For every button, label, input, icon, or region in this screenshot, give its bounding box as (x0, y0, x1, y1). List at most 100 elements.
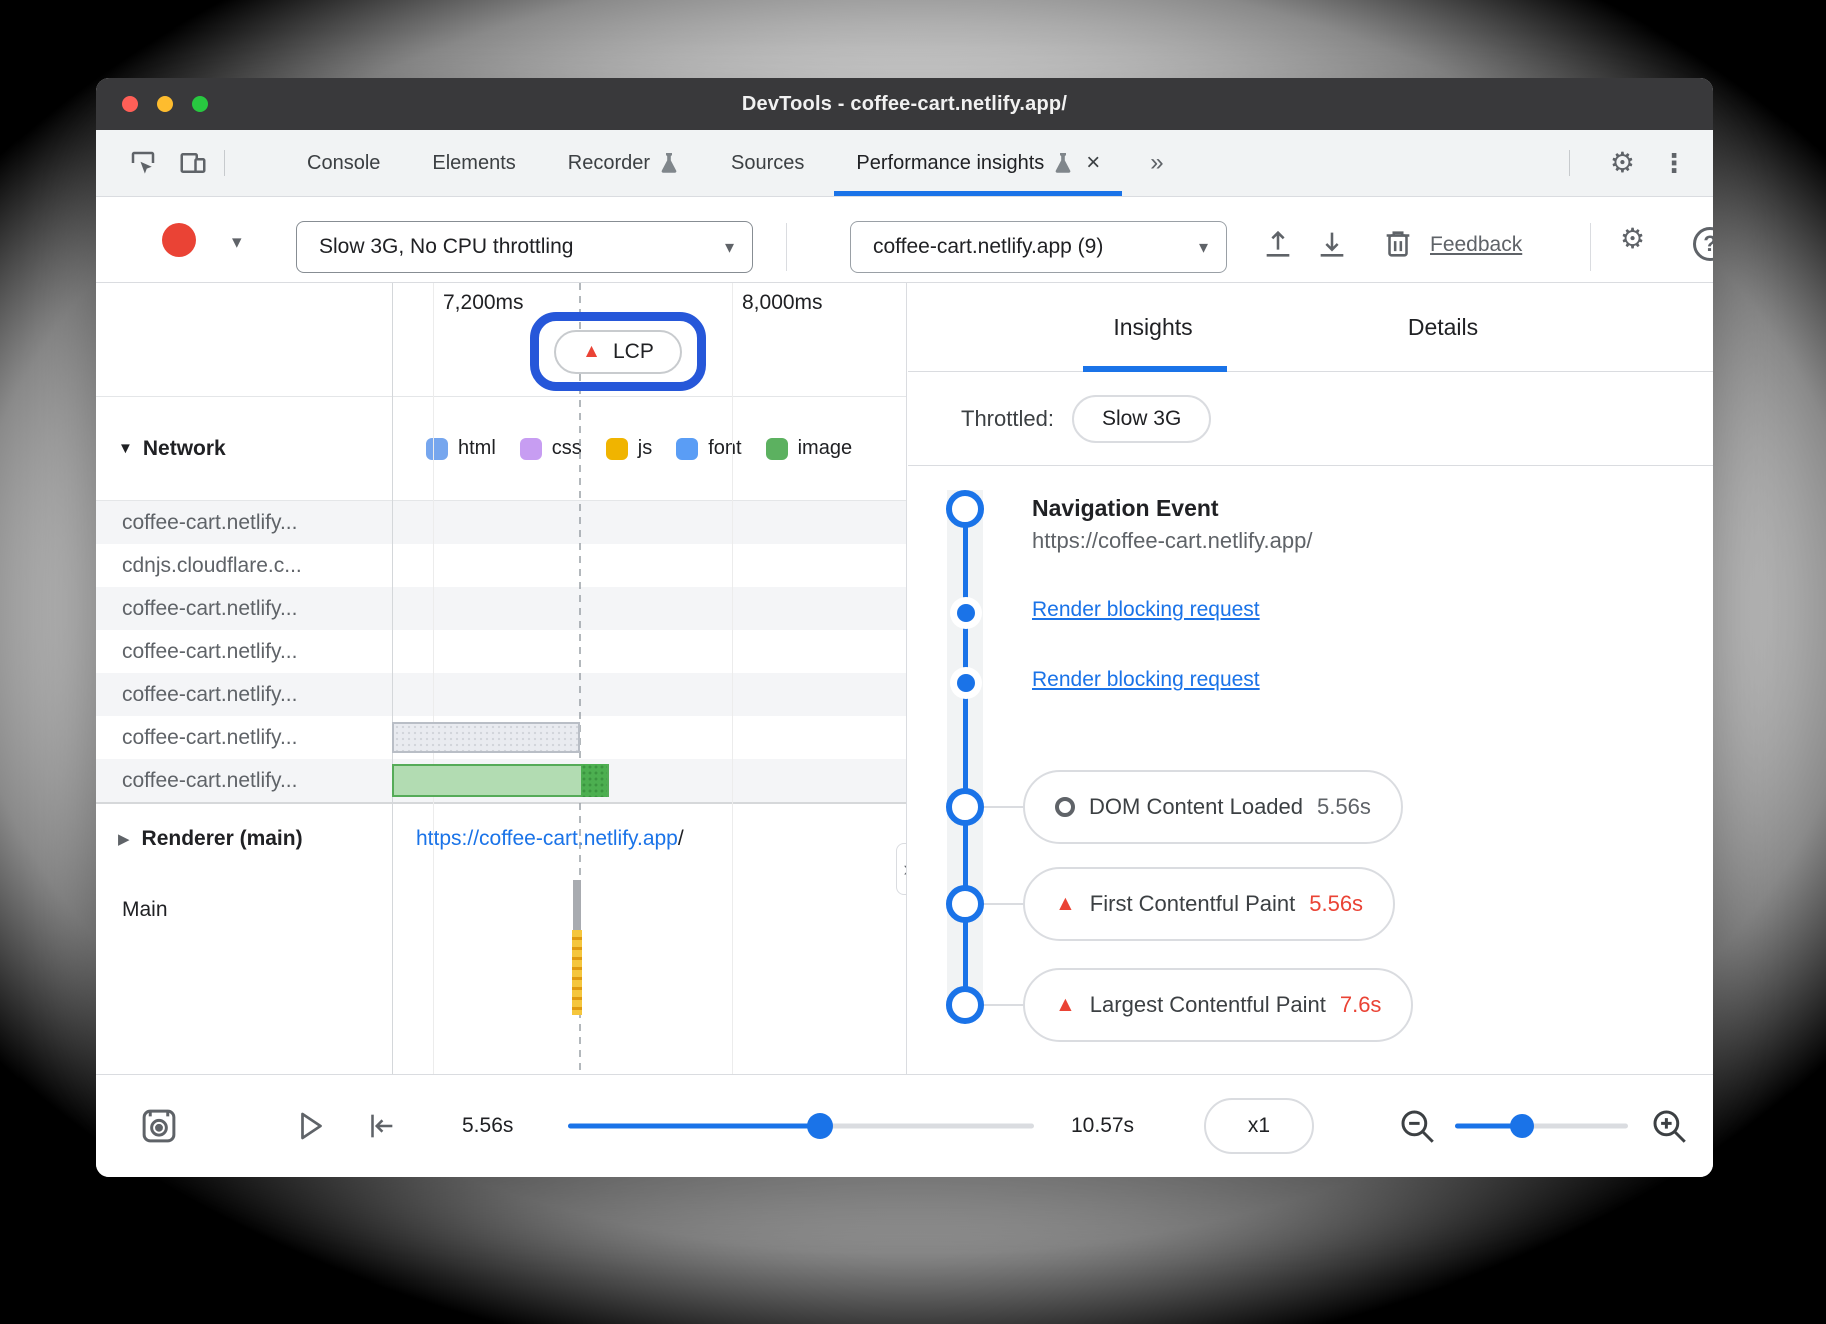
playback-slider-thumb[interactable] (807, 1113, 833, 1139)
tabbar-right-tools: ⚙ ⋮ (1555, 130, 1713, 196)
feedback-link[interactable]: Feedback (1430, 233, 1523, 256)
play-icon[interactable] (292, 1108, 328, 1144)
title-bar: DevTools - coffee-cart.netlify.app/ (96, 78, 1713, 130)
close-tab-icon[interactable]: × (1086, 149, 1101, 176)
inspect-element-icon[interactable] (126, 148, 160, 178)
renderer-section-header[interactable]: ▶ Renderer (main) (118, 804, 303, 874)
network-row[interactable]: coffee-cart.netlify... (96, 759, 906, 802)
renderer-url-suffix: / (677, 827, 684, 850)
network-row[interactable]: coffee-cart.netlify... (96, 673, 906, 716)
warning-triangle-icon: ▲ (1055, 993, 1076, 1016)
zoom-in-icon[interactable] (1648, 1105, 1690, 1147)
network-section-header[interactable]: ▼ Network (118, 397, 226, 500)
skip-to-start-icon[interactable] (362, 1109, 400, 1143)
legend-item-font: font (676, 437, 742, 460)
zoom-window-button[interactable] (192, 96, 208, 112)
panel-settings-gear-icon[interactable]: ⚙ (1620, 223, 1646, 254)
tabbar-right-separator (1568, 150, 1570, 176)
script-task-bar[interactable] (572, 930, 582, 1015)
minimize-window-button[interactable] (157, 96, 173, 112)
recording-select-value: coffee-cart.netlify.app (9) (873, 235, 1104, 258)
tab-sources[interactable]: Sources (705, 130, 830, 196)
request-timing-bar[interactable] (392, 722, 580, 753)
network-row[interactable]: coffee-cart.netlify... (96, 630, 906, 673)
renderer-url[interactable]: https://coffee-cart.netlify.app / (416, 804, 684, 874)
throttling-select[interactable]: Slow 3G, No CPU throttling ▾ (296, 221, 753, 273)
render-blocking-node[interactable] (957, 674, 975, 692)
renderer-url-link[interactable]: https://coffee-cart.netlify.app (416, 827, 678, 850)
close-window-button[interactable] (122, 96, 138, 112)
preview-eye-icon[interactable] (138, 1105, 180, 1147)
expand-panel-handle[interactable]: › (896, 843, 906, 895)
request-active-segment (581, 764, 607, 797)
collapse-triangle-icon[interactable]: ▼ (118, 440, 133, 457)
tab-details[interactable]: Details (1298, 283, 1588, 371)
record-options-caret-icon[interactable]: ▾ (232, 232, 242, 253)
first-contentful-paint-badge[interactable]: ▲ First Contentful Paint 5.56s (1023, 867, 1396, 941)
record-button[interactable] (162, 223, 196, 257)
trash-icon[interactable] (1381, 227, 1415, 261)
time-ruler[interactable]: 7,200ms 8,000ms (96, 283, 906, 397)
render-blocking-request-link[interactable]: Render blocking request (1032, 668, 1260, 691)
network-row[interactable]: coffee-cart.netlify... (96, 501, 906, 544)
badge-time: 7.6s (1339, 992, 1382, 1017)
legend-label: font (708, 437, 742, 459)
render-blocking-node[interactable] (957, 604, 975, 622)
navigation-event-url: https://coffee-cart.netlify.app/ (1032, 528, 1313, 553)
tab-recorder[interactable]: Recorder (542, 130, 705, 196)
traffic-lights (122, 96, 208, 112)
kebab-menu-icon[interactable]: ⋮ (1661, 147, 1687, 178)
annotation-highlight-ring: ▲ LCP (530, 312, 706, 391)
current-time-label: 5.56s (462, 1114, 514, 1137)
upload-icon[interactable] (1261, 227, 1295, 261)
dcl-event-node[interactable] (946, 788, 984, 826)
network-row[interactable]: coffee-cart.netlify... (96, 587, 906, 630)
device-toolbar-icon[interactable] (176, 148, 210, 178)
lcp-event-node[interactable] (946, 986, 984, 1024)
largest-contentful-paint-badge[interactable]: ▲ Largest Contentful Paint 7.6s (1023, 968, 1414, 1042)
throttled-value-badge: Slow 3G (1071, 394, 1212, 443)
zoom-out-icon[interactable] (1396, 1105, 1438, 1147)
tab-console[interactable]: Console (281, 130, 406, 196)
html-swatch (426, 437, 448, 460)
settings-gear-icon[interactable]: ⚙ (1609, 147, 1635, 178)
render-blocking-request-link[interactable]: Render blocking request (1032, 598, 1260, 621)
badge-time: 5.56s (1317, 794, 1371, 819)
gridline (433, 283, 434, 1074)
window-title: DevTools - coffee-cart.netlify.app/ (741, 92, 1068, 115)
zoom-slider[interactable] (1455, 1123, 1628, 1129)
track-names-divider (392, 283, 393, 1074)
throttled-label: Throttled: (961, 405, 1054, 431)
network-row[interactable]: cdnjs.cloudflare.c... (96, 544, 906, 587)
playback-speed-value: x1 (1247, 1114, 1271, 1137)
main-thread-track: Main (96, 874, 906, 1074)
legend-label: image (797, 437, 853, 459)
network-row[interactable]: coffee-cart.netlify... (96, 716, 906, 759)
legend-item-html: html (426, 437, 496, 460)
tab-elements[interactable]: Elements (406, 130, 541, 196)
dom-content-loaded-badge[interactable]: DOM Content Loaded 5.56s (1023, 770, 1403, 844)
recording-select[interactable]: coffee-cart.netlify.app (9) ▾ (850, 221, 1227, 273)
navigation-event-title: Navigation Event (1032, 495, 1219, 521)
request-timing-bar-image[interactable] (392, 764, 609, 797)
help-icon[interactable]: ? (1693, 227, 1713, 261)
playback-slider[interactable] (568, 1123, 1034, 1129)
zoom-slider-thumb[interactable] (1510, 1114, 1534, 1138)
legend-item-image: image (765, 437, 853, 460)
badge-label: Largest Contentful Paint (1089, 992, 1326, 1017)
badge-time: 5.56s (1309, 891, 1364, 916)
playback-speed-button[interactable]: x1 (1204, 1098, 1314, 1154)
legend-item-js: js (605, 437, 652, 460)
download-icon[interactable] (1315, 227, 1349, 261)
task-bar-gray[interactable] (573, 880, 581, 930)
tab-performance-insights[interactable]: Performance insights × (830, 130, 1126, 196)
lcp-marker-badge[interactable]: ▲ LCP (554, 329, 682, 374)
more-tabs-icon[interactable]: » (1150, 149, 1164, 176)
insights-tab-bar: Insights Details (908, 283, 1713, 372)
tab-details-label: Details (1407, 313, 1479, 340)
devtools-tab-bar: Console Elements Recorder Sources Perfor… (96, 130, 1713, 197)
tab-insights[interactable]: Insights (1008, 283, 1298, 371)
navigation-event-node[interactable] (946, 490, 984, 528)
fcp-event-node[interactable] (946, 885, 984, 923)
expand-triangle-icon[interactable]: ▶ (118, 831, 130, 848)
